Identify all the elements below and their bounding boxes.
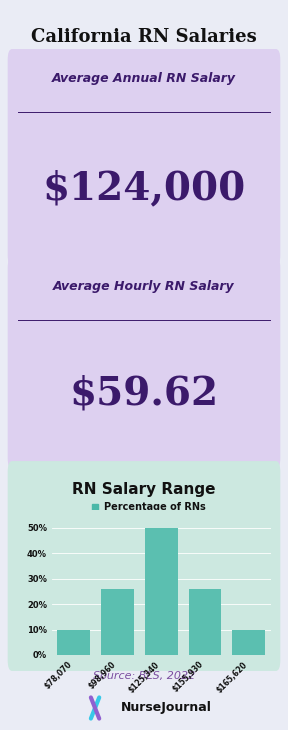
FancyBboxPatch shape (8, 257, 280, 469)
Bar (145, 528, 178, 655)
Bar (189, 589, 221, 655)
Text: NurseJournal: NurseJournal (121, 702, 212, 715)
Bar (101, 589, 134, 655)
Text: Source: BLS, 2022: Source: BLS, 2022 (93, 671, 195, 681)
Text: California RN Salaries: California RN Salaries (31, 28, 257, 46)
FancyBboxPatch shape (8, 49, 280, 266)
Text: $124,000: $124,000 (42, 169, 246, 207)
Text: Average Annual RN Salary: Average Annual RN Salary (52, 72, 236, 85)
Bar (232, 629, 265, 655)
Bar (57, 629, 90, 655)
Text: RN Salary Range: RN Salary Range (72, 482, 216, 497)
FancyBboxPatch shape (8, 461, 280, 671)
Text: $59.62: $59.62 (69, 375, 219, 413)
Text: Average Hourly RN Salary: Average Hourly RN Salary (53, 280, 235, 293)
Text: Percentage of RNs: Percentage of RNs (104, 502, 205, 512)
